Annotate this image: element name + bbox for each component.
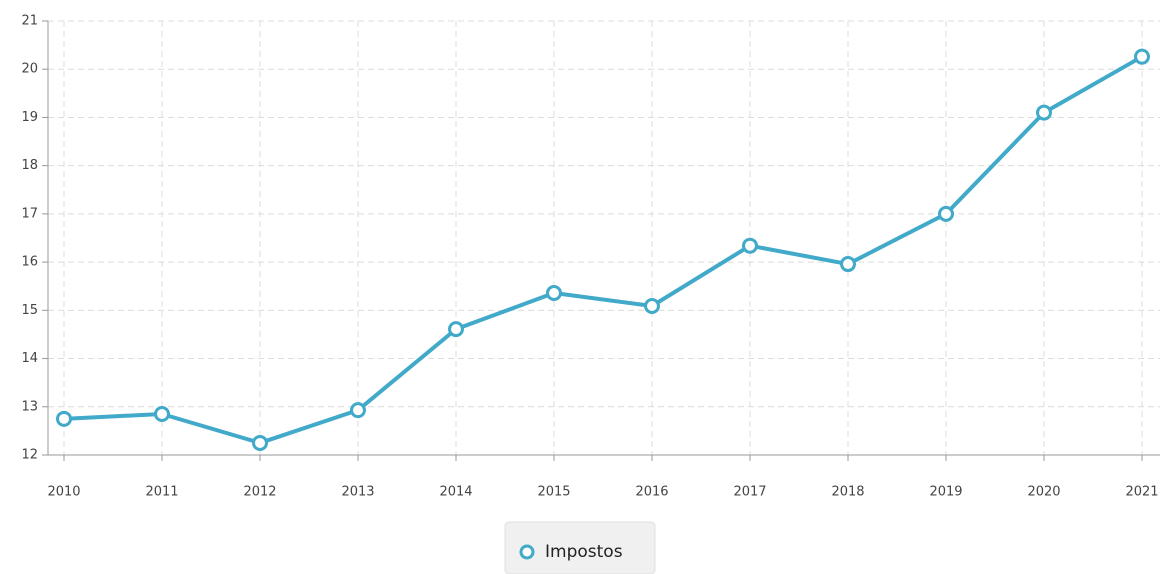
data-point — [56, 410, 72, 427]
y-tick-label: 17 — [21, 206, 38, 221]
y-tick-label: 16 — [21, 255, 38, 270]
x-tick-label: 2018 — [831, 485, 864, 500]
data-point — [252, 434, 268, 451]
data-point — [840, 256, 856, 273]
x-tick-label: 2015 — [537, 485, 570, 500]
data-point — [742, 237, 758, 254]
x-tick-label: 2016 — [635, 485, 668, 500]
x-tick-label: 2010 — [47, 485, 80, 500]
x-tick-label: 2017 — [733, 485, 766, 500]
y-tick-label: 19 — [21, 110, 38, 125]
x-tick-label: 2013 — [341, 485, 374, 500]
x-tick-label: 2019 — [929, 485, 962, 500]
x-tick-label: 2011 — [145, 485, 178, 500]
x-tick-label: 2021 — [1125, 485, 1158, 500]
x-tick-label: 2012 — [243, 485, 276, 500]
y-tick-label: 18 — [21, 158, 38, 173]
data-point — [938, 205, 954, 222]
data-point — [1036, 104, 1052, 121]
x-tick-label: 2014 — [439, 485, 472, 500]
y-tick-label: 21 — [21, 14, 38, 29]
data-point — [1134, 48, 1150, 65]
legend-symbol — [519, 544, 535, 560]
y-tick-label: 13 — [21, 399, 38, 414]
y-tick-label: 14 — [21, 351, 38, 366]
y-tick-label: 15 — [21, 303, 38, 318]
legend-label: Impostos — [545, 542, 623, 562]
data-point — [644, 297, 660, 314]
data-point — [546, 284, 562, 301]
x-tick-label: 2020 — [1027, 485, 1060, 500]
data-point — [448, 321, 464, 338]
y-tick-label: 20 — [21, 62, 38, 77]
series-line — [63, 54, 1143, 445]
legend-box — [504, 521, 656, 574]
y-tick-label: 12 — [21, 448, 38, 463]
data-point — [350, 402, 366, 419]
data-point — [154, 406, 170, 423]
